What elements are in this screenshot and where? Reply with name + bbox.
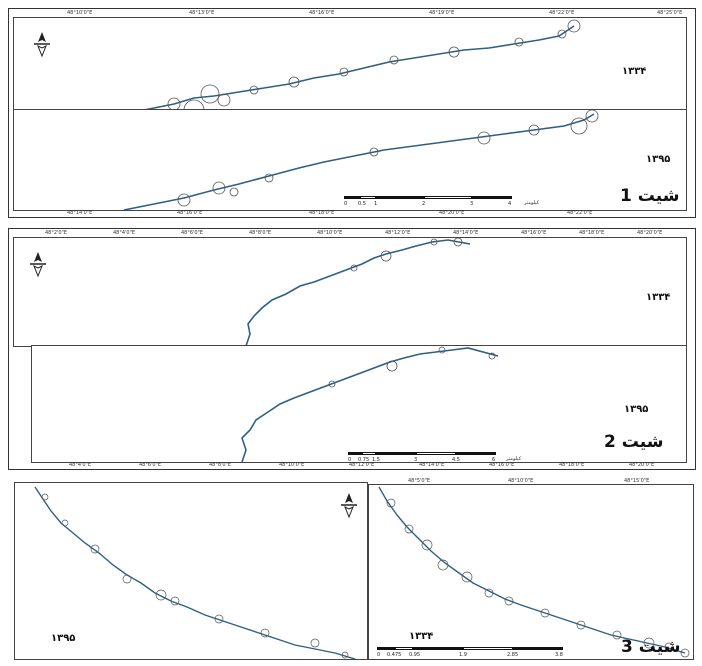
year-label: ۱۳۳۴: [409, 631, 434, 642]
top-coord: 48°20'0"E: [637, 230, 663, 236]
bottom-coord: 48°20'0"E: [629, 462, 655, 468]
scale-tick: 0: [377, 652, 381, 658]
scale-tick: 0.5: [358, 201, 366, 207]
top-coord: 48°2'0"E: [45, 230, 68, 236]
sheet-2: 48°2'0"E 48°4'0"E 48°6'0"E 48°8'0"E 48°1…: [8, 228, 696, 470]
bottom-coord: 48°12'0"E: [349, 462, 375, 468]
bottom-coord: 48°16'0"E: [177, 210, 203, 216]
year-label: ۱۳۹۵: [51, 633, 76, 644]
top-coord: 48°16'0"E: [309, 10, 335, 16]
north-arrow-icon: [339, 491, 359, 519]
top-coord: 48°8'0"E: [249, 230, 272, 236]
scale-tick: 3: [414, 457, 418, 463]
scale-tick: 0: [348, 457, 352, 463]
year-label: ۱۳۳۴: [646, 292, 671, 303]
north-arrow-icon: [28, 250, 48, 278]
top-coord: 48°4'0"E: [113, 230, 136, 236]
sheet-3: ۱۳۹۵ 48°5'0"E 48°10'0"E 48°15'0"E ۱۳۳۴: [8, 478, 694, 660]
bottom-coord: 48°14'0"E: [419, 462, 445, 468]
top-coord: 48°19'0"E: [429, 10, 455, 16]
bottom-coord: 48°18'0"E: [309, 210, 335, 216]
bottom-coord: 48°4'0"E: [69, 462, 92, 468]
scale-tick: 0.75: [358, 457, 370, 463]
scale-tick: 1: [374, 201, 378, 207]
river-map: [241, 346, 499, 462]
top-coord: 48°16'0"E: [521, 230, 547, 236]
sheet-label: شیت 3: [621, 637, 681, 657]
top-coord: 48°14'0"E: [453, 230, 479, 236]
top-coord: 48°10'0"E: [67, 10, 93, 16]
sheet-label: شیت 2: [604, 432, 664, 452]
river-map: [34, 486, 356, 659]
top-coord: 48°13'0"E: [189, 10, 215, 16]
scale-tick: 4: [508, 201, 512, 207]
bottom-coord: 48°20'0"E: [439, 210, 465, 216]
scale-tick: 0.475: [387, 652, 402, 658]
scale-tick: 1.5: [372, 457, 380, 463]
bottom-coord: 48°10'0"E: [279, 462, 305, 468]
top-coord: 48°15'0"E: [624, 478, 650, 484]
scale-tick: 0.95: [409, 652, 421, 658]
river-map: [378, 486, 690, 658]
sheet-1: 48°10'0"E 48°13'0"E 48°16'0"E 48°19'0"E …: [8, 8, 696, 218]
scale-tick: 2.85: [507, 652, 519, 658]
top-coord: 48°5'0"E: [408, 478, 431, 484]
bottom-coord: 48°18'0"E: [559, 462, 585, 468]
top-coord: 48°25'0"E: [657, 10, 683, 16]
map-panel-1334: ۱۳۳۴: [13, 237, 687, 347]
bottom-coord: 48°16'0"E: [489, 462, 515, 468]
scale-bar: 0 0.75 1.5 3 4.5 6: [348, 450, 498, 462]
top-coord: 48°22'0"E: [549, 10, 575, 16]
top-coord: 48°10'0"E: [508, 478, 534, 484]
scale-bar: 0 0.5 1 2 3 4: [344, 194, 514, 207]
year-label: ۱۳۹۵: [646, 154, 671, 165]
top-coord: 48°18'0"E: [579, 230, 605, 236]
river-map: [123, 110, 599, 210]
bottom-coord: 48°22'0"E: [567, 210, 593, 216]
north-arrow-icon: [32, 30, 52, 58]
map-panel-1334: ۱۳۳۴ 0 0.475 0.95 1.9 2.85 3.8 شیت 3: [368, 484, 694, 660]
top-coord: 48°10'0"E: [317, 230, 343, 236]
scale-tick: 3.8: [555, 652, 563, 658]
scale-tick: 0: [344, 201, 348, 207]
map-panel-1334: ۱۳۳۴: [13, 17, 687, 111]
scale-unit: کیلومتر: [524, 200, 540, 206]
scale-tick: 4.5: [452, 457, 460, 463]
sheet-label: شیت 1: [620, 186, 680, 206]
river-map: [245, 238, 471, 346]
year-label: ۱۳۹۵: [624, 404, 649, 415]
bottom-coord: 48°8'0"E: [209, 462, 232, 468]
map-panel-1395: ۱۳۹۵ 0 0.5 1 2 3 4 کیلومتر شیت 1: [13, 109, 687, 211]
scale-unit: کیلومتر: [506, 456, 522, 462]
scale-tick: 1.9: [459, 652, 467, 658]
year-label: ۱۳۳۴: [622, 66, 647, 77]
bottom-coord: 48°6'0"E: [139, 462, 162, 468]
scale-tick: 3: [470, 201, 474, 207]
scale-tick: 6: [492, 457, 496, 463]
map-panel-1395: ۱۳۹۵: [14, 482, 368, 660]
map-panel-1395: ۱۳۹۵ 0 0.75 1.5 3 4.5 6 کیلومتر شیت 2: [31, 345, 687, 463]
scale-tick: 2: [422, 201, 426, 207]
river-map: [143, 19, 581, 110]
top-coord: 48°6'0"E: [181, 230, 204, 236]
bottom-coord: 48°14'0"E: [67, 210, 93, 216]
top-coord: 48°12'0"E: [385, 230, 411, 236]
scale-bar: 0 0.475 0.95 1.9 2.85 3.8: [377, 645, 567, 658]
